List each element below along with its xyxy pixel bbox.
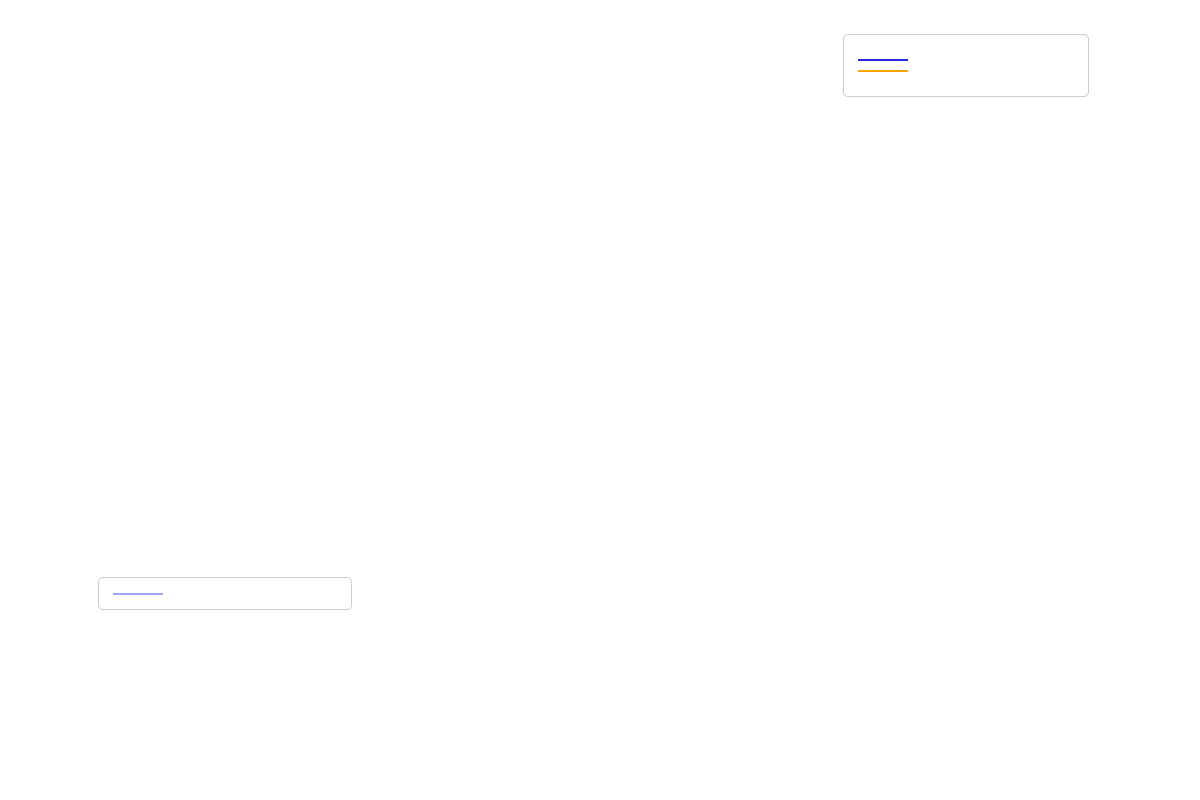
benchmark-line-sample — [858, 70, 908, 72]
legend-entry-benchmark — [854, 70, 1076, 72]
strategy-line-sample — [858, 59, 908, 61]
legend-entry-strategy — [854, 59, 1076, 61]
legend-bottom — [98, 577, 352, 610]
signal-line-sample — [113, 592, 163, 595]
legend-top — [843, 34, 1089, 97]
legend-entry-signal — [109, 592, 339, 595]
